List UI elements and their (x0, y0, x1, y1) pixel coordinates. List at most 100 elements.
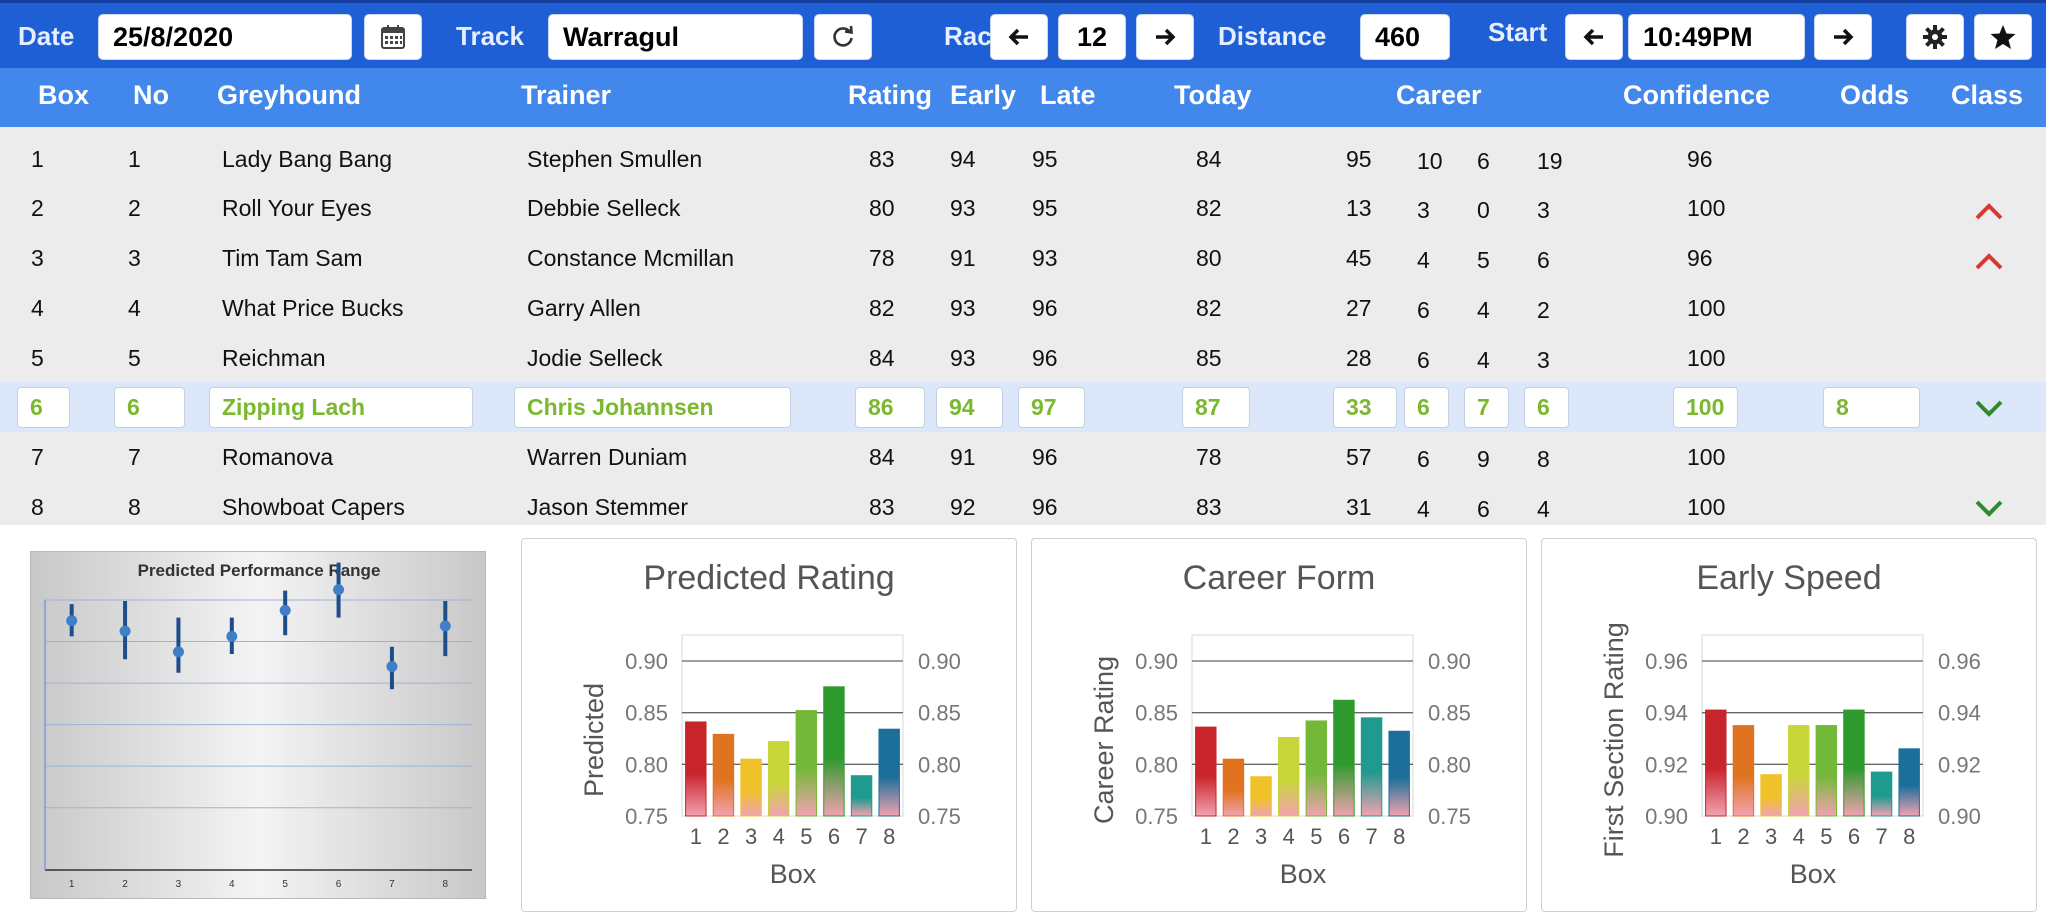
table-row[interactable]: 1 1 Lady Bang Bang Stephen Smullen 83 94 95 84 9… (0, 134, 2046, 184)
late-cell: 96 (1032, 295, 1058, 321)
early-cell: 94 (950, 146, 976, 172)
race-next-button[interactable] (1136, 14, 1194, 60)
table-row[interactable]: 3 3 Tim Tam Sam Constance Mcmillan 78 91 93 80 9… (0, 233, 2046, 283)
trainer-name: Jodie Selleck (527, 345, 663, 371)
today-cell[interactable]: 87 (1182, 387, 1250, 428)
x-tick-label: 2 (717, 824, 729, 849)
date-field[interactable]: 25/8/2020 (98, 14, 352, 60)
early-cell: 91 (950, 444, 976, 470)
career-cell: 6 (1417, 347, 1430, 373)
race-number-field[interactable]: 12 (1058, 14, 1126, 60)
y2-tick-label: 0.94 (1938, 701, 1981, 726)
predicted-rating-chart: Predicted Rating 0.75 0.75 0.80 0.80 0.85 0.85… (521, 538, 1017, 912)
y-tick-label: 0.80 (625, 752, 668, 777)
track-label: Track (456, 21, 524, 51)
bar-chart-svg: Early Speed 0.90 0.90 0.92 0.92 0.94 0.94 0.96 0… (1599, 559, 1981, 889)
y2-tick-label: 0.90 (1428, 649, 1471, 674)
today-cell: 82 (1196, 195, 1222, 221)
no-cell[interactable]: 6 (114, 387, 185, 428)
x-tick-label: 6 (828, 824, 840, 849)
trainer-name: Debbie Selleck (527, 195, 681, 221)
x-tick-label: 8 (1903, 824, 1915, 849)
box-cell[interactable]: 6 (17, 387, 70, 428)
late-cell: 95 (1032, 195, 1058, 221)
greyhound-name[interactable]: Zipping Lach (209, 387, 473, 428)
trainer-name: Warren Duniam (527, 444, 688, 470)
bar-chart-svg: Predicted Rating 0.75 0.75 0.80 0.80 0.85 0.85… (579, 559, 961, 889)
date-label: Date (18, 21, 75, 51)
refresh-icon[interactable] (814, 14, 872, 60)
career-cell: 5 (1477, 247, 1490, 273)
start-next-button[interactable] (1814, 14, 1872, 60)
x-axis-label: Box (770, 859, 817, 889)
bar (1250, 776, 1272, 817)
col-class[interactable]: Class (1951, 80, 2024, 110)
col-trainer[interactable]: Trainer (521, 80, 612, 110)
y2-tick-label: 0.96 (1938, 649, 1981, 674)
y-tick-label: 0.90 (1645, 804, 1688, 829)
x-tick-label: 8 (883, 824, 895, 849)
career-cell: 4 (1417, 496, 1430, 522)
col-rating[interactable]: Rating (848, 80, 932, 110)
bar (878, 728, 900, 817)
late-cell: 95 (1032, 146, 1058, 172)
table-row[interactable]: 7 7 Romanova Warren Duniam 84 91 96 78 100 57 6 9 8 (0, 432, 2046, 482)
bar (1787, 725, 1810, 817)
x-tick-label: 8 (443, 879, 449, 890)
early-cell[interactable]: 94 (936, 387, 1003, 428)
career-cell[interactable]: 33 (1333, 387, 1397, 428)
col-box[interactable]: Box (38, 80, 90, 110)
late-cell[interactable]: 97 (1018, 387, 1085, 428)
career-cell[interactable]: 7 (1464, 387, 1509, 428)
gear-icon[interactable] (1906, 14, 1964, 60)
col-late[interactable]: Late (1040, 80, 1096, 110)
trainer-name[interactable]: Chris Johannsen (514, 387, 791, 428)
x-tick-label: 4 (773, 824, 785, 849)
col-no[interactable]: No (133, 80, 169, 110)
race-prev-button[interactable] (990, 14, 1048, 60)
rating-cell: 84 (869, 345, 895, 371)
career-cell[interactable]: 6 (1524, 387, 1569, 428)
start-prev-button[interactable] (1565, 14, 1623, 60)
arrow-left-icon (1008, 28, 1028, 46)
x-tick-label: 3 (1255, 824, 1267, 849)
x-tick-label: 3 (745, 824, 757, 849)
x-tick-label: 5 (800, 824, 812, 849)
career-cell[interactable]: 6 (1404, 387, 1449, 428)
table-row[interactable]: 2 2 Roll Your Eyes Debbie Selleck 80 93 95 82 10… (0, 183, 2046, 233)
col-early[interactable]: Early (950, 80, 1017, 110)
x-tick-label: 7 (1365, 824, 1377, 849)
no-cell: 7 (128, 444, 141, 470)
col-confidence[interactable]: Confidence (1623, 80, 1771, 110)
table-row[interactable]: 8 8 Showboat Capers Jason Stemmer 83 92 96 83 10… (0, 482, 2046, 532)
table-row[interactable]: 5 5 Reichman Jodie Selleck 84 93 96 85 100 28 6 4 3 (0, 333, 2046, 383)
career-cell: 3 (1537, 197, 1550, 223)
col-odds[interactable]: Odds (1840, 80, 1910, 110)
col-greyhound[interactable]: Greyhound (217, 80, 362, 110)
rating-cell[interactable]: 86 (855, 387, 925, 428)
arrow-right-icon (1834, 28, 1854, 46)
col-today[interactable]: Today (1174, 80, 1252, 110)
today-cell: 84 (1196, 146, 1222, 172)
career-cell: 6 (1477, 148, 1490, 174)
rating-cell: 82 (869, 295, 895, 321)
track-field[interactable]: Warragul (548, 14, 803, 60)
odds-cell[interactable]: 8 (1823, 387, 1920, 428)
bar (740, 758, 762, 817)
x-tick-label: 8 (1393, 824, 1405, 849)
distance-field[interactable]: 460 (1360, 14, 1450, 60)
confidence-cell[interactable]: 100 (1673, 387, 1738, 428)
range-point (439, 620, 451, 632)
calendar-icon[interactable] (364, 14, 422, 60)
start-time-field[interactable]: 10:49PM (1628, 14, 1805, 60)
no-cell: 2 (128, 195, 141, 221)
table-row[interactable]: 4 4 What Price Bucks Garry Allen 82 93 96 82 100… (0, 283, 2046, 333)
greyhound-name: Tim Tam Sam (222, 245, 363, 271)
career-cell: 57 (1346, 444, 1372, 470)
star-icon[interactable] (1974, 14, 2032, 60)
no-cell: 8 (128, 494, 141, 520)
col-career[interactable]: Career (1396, 80, 1482, 110)
table-row[interactable]: 6 6 Zipping Lach Chris Johannsen 86 94 97 87 100… (0, 382, 2046, 432)
no-cell: 4 (128, 295, 141, 321)
chevron-down-icon (1975, 500, 2003, 517)
